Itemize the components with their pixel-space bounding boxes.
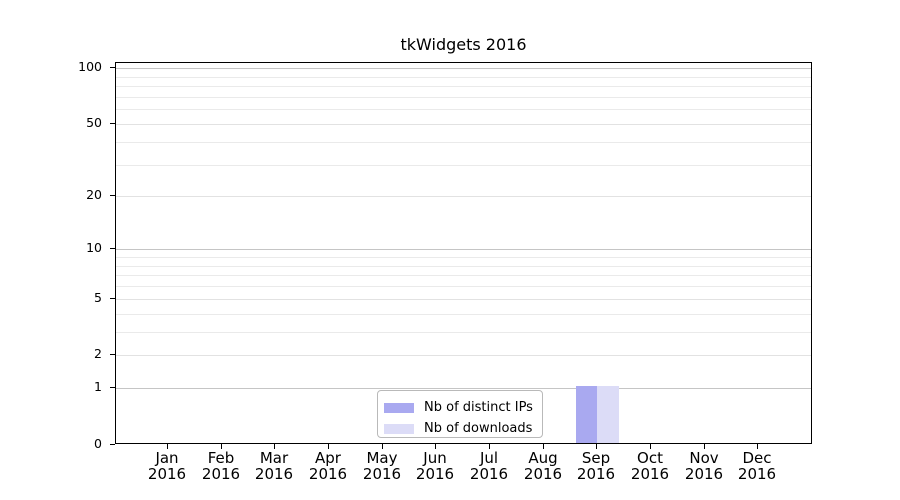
chart-title: tkWidgets 2016 bbox=[400, 35, 527, 54]
gridline-y-3 bbox=[116, 331, 811, 333]
x-tick-label-nov: Nov 2016 bbox=[672, 450, 736, 482]
x-tick-month: Mar bbox=[259, 449, 289, 467]
x-tick-year: 2016 bbox=[147, 465, 187, 483]
y-tick-50 bbox=[110, 123, 115, 124]
y-tick-label-50: 50 bbox=[86, 115, 102, 130]
y-tick-label-20: 20 bbox=[86, 187, 102, 202]
gridline-y-8 bbox=[116, 265, 811, 267]
gridline-y-100 bbox=[116, 68, 811, 70]
y-tick-label-10: 10 bbox=[86, 240, 102, 255]
x-tick-year: 2016 bbox=[737, 465, 777, 483]
legend-label-downloads: Nb of downloads bbox=[424, 421, 533, 436]
x-tick-month: Oct bbox=[637, 449, 663, 467]
x-tick-label-sep: Sep 2016 bbox=[564, 450, 628, 482]
y-tick-10 bbox=[110, 248, 115, 249]
x-tick-label-mar: Mar 2016 bbox=[242, 450, 306, 482]
x-tick-year: 2016 bbox=[630, 465, 670, 483]
gridline-y-20 bbox=[116, 196, 811, 198]
x-tick-aug bbox=[543, 444, 544, 449]
x-tick-sep bbox=[596, 444, 597, 449]
x-tick-month: Jan bbox=[155, 449, 179, 467]
y-tick-20 bbox=[110, 195, 115, 196]
gridline-y-9 bbox=[116, 257, 811, 258]
x-tick-label-feb: Feb 2016 bbox=[189, 450, 253, 482]
y-tick-2 bbox=[110, 354, 115, 355]
legend-entry-downloads: Nb of downloads bbox=[384, 418, 542, 439]
x-tick-label-jul: Jul 2016 bbox=[457, 450, 521, 482]
gridline-y-80 bbox=[116, 86, 811, 88]
gridline-y-6 bbox=[116, 286, 811, 288]
legend-entry-distinct-ips: Nb of distinct IPs bbox=[384, 397, 542, 418]
y-tick-label-1: 1 bbox=[94, 379, 102, 394]
gridline-y-40 bbox=[116, 141, 811, 143]
gridline-y-7 bbox=[116, 275, 811, 277]
x-tick-nov bbox=[704, 444, 705, 449]
x-tick-jul bbox=[489, 444, 490, 449]
gridline-y-2 bbox=[116, 355, 811, 357]
x-tick-label-dec: Dec 2016 bbox=[725, 450, 789, 482]
x-tick-label-jun: Jun 2016 bbox=[403, 450, 467, 482]
x-tick-label-may: May 2016 bbox=[350, 450, 414, 482]
legend-swatch-downloads-icon bbox=[384, 423, 414, 434]
x-tick-label-jan: Jan 2016 bbox=[135, 450, 199, 482]
legend-label-distinct-ips: Nb of distinct IPs bbox=[424, 400, 533, 415]
x-tick-year: 2016 bbox=[523, 465, 563, 483]
x-tick-mar bbox=[274, 444, 275, 449]
y-tick-label-2: 2 bbox=[94, 346, 102, 361]
legend-swatch-distinct-ips-icon bbox=[384, 402, 414, 413]
x-tick-label-apr: Apr 2016 bbox=[296, 450, 360, 482]
x-tick-year: 2016 bbox=[576, 465, 616, 483]
x-tick-jan bbox=[167, 444, 168, 449]
y-tick-label-0: 0 bbox=[94, 436, 102, 451]
gridline-y-30 bbox=[116, 164, 811, 166]
gridline-y-10 bbox=[116, 249, 811, 251]
x-tick-month: Jul bbox=[479, 449, 499, 467]
x-tick-month: Jun bbox=[423, 449, 447, 467]
gridline-y-70 bbox=[116, 96, 811, 98]
x-tick-month: Sep bbox=[581, 449, 611, 467]
x-tick-feb bbox=[221, 444, 222, 449]
x-tick-may bbox=[382, 444, 383, 449]
legend: Nb of distinct IPs Nb of downloads bbox=[377, 390, 543, 438]
x-tick-year: 2016 bbox=[362, 465, 402, 483]
gridline-y-60 bbox=[116, 109, 811, 111]
y-tick-5 bbox=[110, 298, 115, 299]
x-tick-month: Aug bbox=[528, 449, 558, 467]
x-tick-year: 2016 bbox=[684, 465, 724, 483]
x-tick-label-oct: Oct 2016 bbox=[618, 450, 682, 482]
x-tick-year: 2016 bbox=[469, 465, 509, 483]
y-tick-100 bbox=[110, 67, 115, 68]
gridline-y-4 bbox=[116, 313, 811, 315]
y-tick-1 bbox=[110, 387, 115, 388]
plot-area bbox=[115, 62, 812, 444]
gridline-y-50 bbox=[116, 123, 811, 125]
x-tick-oct bbox=[650, 444, 651, 449]
x-tick-jun bbox=[435, 444, 436, 449]
bar-nb-of-downloads-sep bbox=[597, 386, 619, 443]
x-tick-year: 2016 bbox=[415, 465, 455, 483]
gridline-y-5 bbox=[116, 298, 811, 300]
gridline-y-90 bbox=[116, 76, 811, 78]
y-tick-label-5: 5 bbox=[94, 290, 102, 305]
gridline-y-1 bbox=[116, 388, 811, 390]
x-tick-month: Apr bbox=[315, 449, 341, 467]
x-tick-label-aug: Aug 2016 bbox=[511, 450, 575, 482]
bar-nb-of-distinct-ips-sep bbox=[575, 386, 598, 443]
x-tick-month: Dec bbox=[742, 449, 772, 467]
x-tick-year: 2016 bbox=[308, 465, 348, 483]
y-tick-0 bbox=[110, 444, 115, 445]
x-tick-year: 2016 bbox=[201, 465, 241, 483]
x-tick-year: 2016 bbox=[254, 465, 294, 483]
x-tick-dec bbox=[757, 444, 758, 449]
x-tick-month: May bbox=[366, 449, 398, 467]
x-tick-month: Feb bbox=[207, 449, 235, 467]
x-tick-apr bbox=[328, 444, 329, 449]
y-tick-label-100: 100 bbox=[78, 59, 102, 74]
x-tick-month: Nov bbox=[689, 449, 719, 467]
